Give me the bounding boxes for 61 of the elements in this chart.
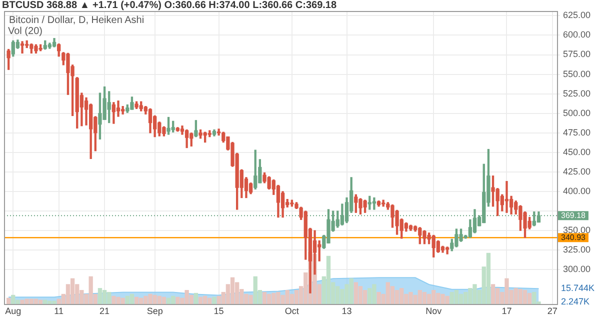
x-tick-label: 13 — [342, 306, 352, 316]
bar — [130, 294, 134, 304]
bar — [6, 298, 11, 304]
bar — [266, 294, 272, 304]
bar — [454, 290, 459, 304]
bar — [212, 296, 216, 304]
y-tick-label: 425.00 — [563, 166, 591, 176]
y-tick-label: 350.00 — [563, 225, 591, 236]
y-tick-label: 600.00 — [563, 30, 591, 40]
bar — [390, 286, 395, 304]
annotation: Vol (20) — [8, 26, 42, 37]
bar — [166, 298, 171, 304]
bar — [162, 296, 166, 304]
y2-tick-label: 15.744K — [561, 283, 595, 294]
bar — [358, 286, 363, 304]
x-tick-label: 21 — [100, 306, 110, 316]
bar — [38, 300, 43, 304]
bar — [98, 288, 102, 304]
bar — [394, 290, 400, 304]
bar — [458, 294, 464, 304]
bar — [102, 290, 107, 304]
x-tick-label: 15 — [214, 306, 224, 316]
x-tick-label: Oct — [284, 306, 300, 316]
bar — [518, 289, 523, 304]
x-tick-label: Sep — [146, 306, 163, 316]
bar — [490, 284, 496, 304]
x-tick-label: 11 — [54, 306, 64, 316]
y-tick-label: 400.00 — [563, 186, 591, 196]
bar — [34, 298, 38, 304]
y-tick-label: 325.00 — [563, 244, 591, 255]
x-tick-label: 17 — [502, 306, 512, 316]
ref-line-label: 369.18 — [561, 210, 586, 220]
y-tick-label: 500.00 — [563, 108, 591, 118]
bar — [290, 294, 294, 304]
bar — [294, 290, 299, 304]
y-tick-label: 300.00 — [563, 264, 591, 274]
bar — [326, 256, 331, 304]
x-tick-label: 27 — [547, 306, 558, 316]
x-tick-label: Aug — [5, 306, 22, 316]
bar — [422, 292, 427, 304]
bar — [230, 277, 235, 304]
bar — [262, 292, 267, 304]
bar — [70, 278, 75, 304]
x-tick-label: Nov — [426, 306, 442, 316]
bar — [426, 294, 432, 304]
bar — [486, 252, 491, 304]
y-tick-label: 525.00 — [563, 88, 591, 98]
y-tick-label: 475.00 — [563, 127, 591, 138]
y-tick-label: 550.00 — [563, 68, 591, 79]
ref-line-label: 340.93 — [561, 232, 586, 242]
bar — [134, 296, 139, 304]
bar — [522, 290, 528, 304]
chart-title: BTCUSD 368.88 ▲ +1.71 (+0.47%) O:360.66 H:374.00 L:360.66 C:369.18 — [2, 0, 337, 11]
y2-tick-label: 2.247K — [561, 296, 590, 306]
y-tick-label: 450.00 — [563, 146, 591, 157]
bar — [198, 296, 203, 304]
y-tick-label: 575.00 — [563, 49, 591, 60]
bar — [362, 290, 368, 304]
bar — [194, 292, 198, 304]
chart-subtitle: Bitcoin / Dollar, D, Heiken Ashi — [9, 15, 144, 26]
y-tick-label: 625.00 — [563, 10, 591, 20]
